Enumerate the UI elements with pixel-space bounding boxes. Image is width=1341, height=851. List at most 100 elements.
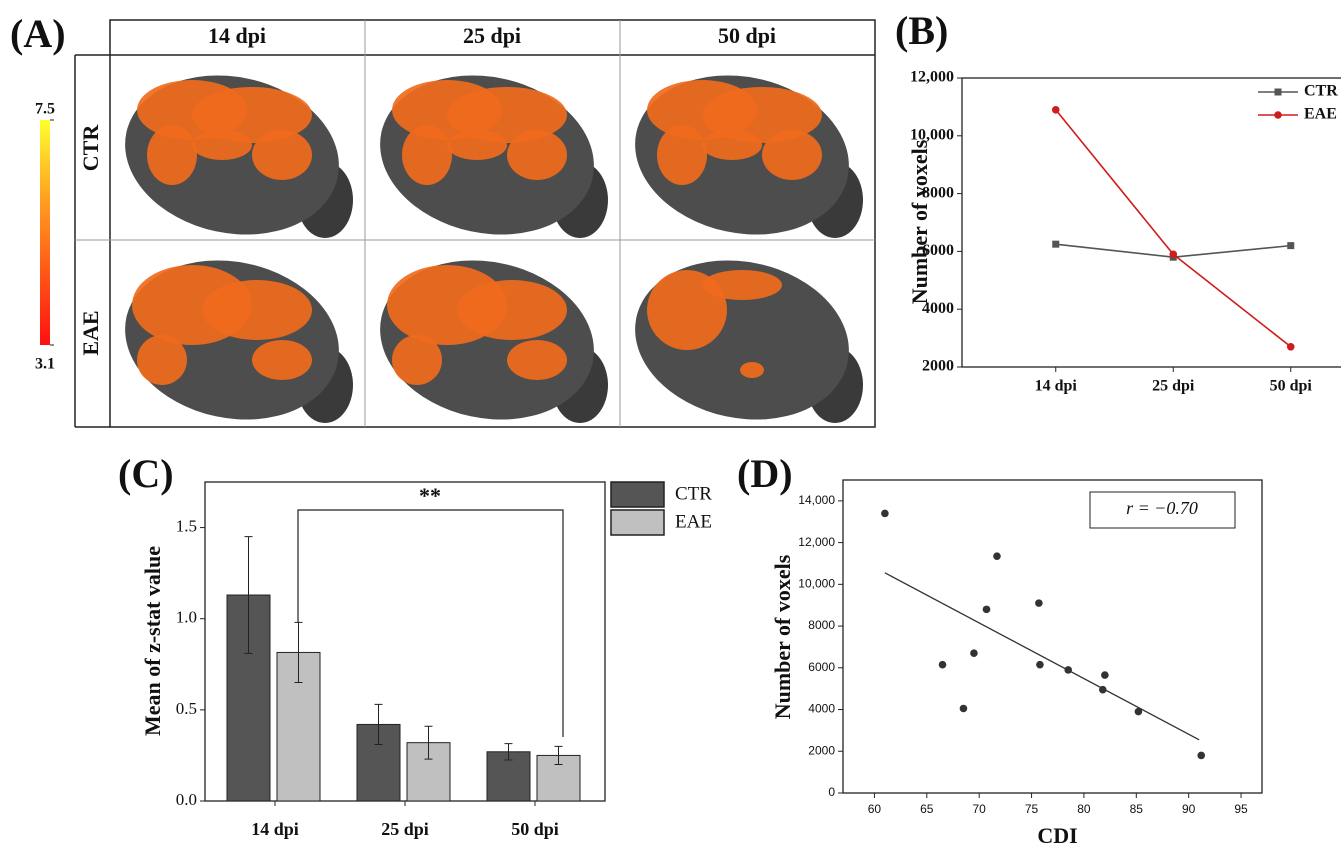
x-tick-label: 14 dpi bbox=[1035, 378, 1078, 395]
x-tick-label: 14 dpi bbox=[251, 819, 299, 839]
figure: (A) 14 dpi 25 dpi 50 dpi CTR EAE 7.53.1 … bbox=[0, 0, 1341, 851]
activation-blob bbox=[252, 340, 312, 380]
y-tick-label: 1.5 bbox=[176, 516, 197, 535]
brain-image bbox=[110, 241, 354, 438]
row-header: EAE bbox=[78, 310, 103, 355]
activation-blob bbox=[137, 335, 187, 385]
scatter-point bbox=[960, 705, 968, 713]
plot-frame bbox=[962, 78, 1341, 367]
marker bbox=[1052, 106, 1060, 114]
legend-marker bbox=[1275, 89, 1282, 96]
scatter-point bbox=[1101, 671, 1109, 679]
activation-blob bbox=[402, 125, 452, 185]
activation-blob bbox=[457, 280, 567, 340]
scatter-point bbox=[1036, 661, 1044, 669]
y-tick-label: 0.5 bbox=[176, 699, 197, 718]
y-tick-label: 8000 bbox=[808, 618, 835, 632]
significance-bracket bbox=[298, 510, 563, 737]
brain-image bbox=[620, 241, 864, 438]
legend-label: EAE bbox=[675, 511, 712, 532]
column-header: 14 dpi bbox=[208, 23, 266, 48]
scatter-point bbox=[1197, 752, 1205, 760]
legend-marker bbox=[1274, 111, 1282, 119]
activation-blob bbox=[447, 130, 507, 160]
colorbar-label: 7.5 bbox=[35, 101, 55, 118]
x-tick-label: 90 bbox=[1182, 802, 1196, 816]
x-tick-label: 60 bbox=[868, 802, 882, 816]
y-tick-label: 4000 bbox=[922, 300, 954, 317]
scatter-point bbox=[970, 649, 978, 657]
scatter-point bbox=[881, 510, 889, 518]
row-header: CTR bbox=[78, 124, 103, 172]
panel-label: (C) bbox=[118, 451, 174, 496]
scatter-point bbox=[1064, 666, 1072, 674]
series-line bbox=[1056, 110, 1291, 347]
y-tick-label: 8000 bbox=[922, 184, 954, 201]
y-tick-label: 12,000 bbox=[798, 535, 835, 549]
y-axis-label: Mean of z-stat value bbox=[140, 546, 165, 736]
activation-blob bbox=[507, 340, 567, 380]
colorbar bbox=[40, 120, 50, 345]
y-tick-label: 6000 bbox=[922, 242, 954, 259]
y-tick-label: 6000 bbox=[808, 660, 835, 674]
annotation: r = −0.70 bbox=[1126, 498, 1198, 518]
activation-blob bbox=[202, 280, 312, 340]
y-tick-label: 0 bbox=[828, 785, 835, 799]
marker bbox=[1052, 241, 1059, 248]
x-tick-label: 25 dpi bbox=[381, 819, 429, 839]
activation-blob bbox=[252, 130, 312, 180]
legend-swatch bbox=[611, 510, 664, 535]
x-axis-label: CDI bbox=[1037, 823, 1077, 848]
x-tick-label: 50 dpi bbox=[511, 819, 559, 839]
legend-swatch bbox=[611, 482, 664, 507]
y-tick-label: 14,000 bbox=[798, 493, 835, 507]
x-tick-label: 25 dpi bbox=[1152, 378, 1195, 395]
activation-blob bbox=[657, 125, 707, 185]
scatter-point bbox=[1035, 599, 1043, 607]
legend-label: CTR bbox=[675, 483, 712, 504]
y-tick-label: 1.0 bbox=[176, 608, 197, 627]
y-tick-label: 10,000 bbox=[798, 577, 835, 591]
x-tick-label: 75 bbox=[1025, 802, 1039, 816]
panel-label: (A) bbox=[10, 11, 66, 56]
x-tick-label: 50 dpi bbox=[1270, 378, 1313, 395]
y-tick-label: 2000 bbox=[808, 743, 835, 757]
panel-label: (D) bbox=[737, 451, 793, 496]
panel-a: (A) 14 dpi 25 dpi 50 dpi CTR EAE 7.53.1 bbox=[10, 11, 875, 439]
legend-label: EAE bbox=[1304, 106, 1337, 123]
column-header: 25 dpi bbox=[463, 23, 521, 48]
marker bbox=[1287, 343, 1295, 351]
y-tick-label: 2000 bbox=[922, 358, 954, 375]
y-tick-label: 10,000 bbox=[910, 126, 954, 143]
y-tick-label: 0.0 bbox=[176, 790, 197, 809]
activation-blob bbox=[507, 130, 567, 180]
x-tick-label: 80 bbox=[1077, 802, 1091, 816]
y-tick-label: 4000 bbox=[808, 702, 835, 716]
scatter-point bbox=[983, 606, 991, 614]
marker bbox=[1287, 242, 1294, 249]
trend-line bbox=[885, 573, 1199, 740]
x-tick-label: 85 bbox=[1130, 802, 1144, 816]
brain-image bbox=[365, 241, 609, 438]
scatter-point bbox=[939, 661, 947, 669]
x-tick-label: 95 bbox=[1234, 802, 1248, 816]
scatter-point bbox=[1135, 708, 1143, 716]
brain-image bbox=[620, 56, 864, 253]
legend-label: CTR bbox=[1304, 83, 1338, 100]
activation-blob bbox=[740, 362, 764, 378]
activation-blob bbox=[702, 130, 762, 160]
activation-blob bbox=[762, 130, 822, 180]
brain-image bbox=[110, 56, 354, 253]
y-tick-label: 12,000 bbox=[910, 69, 954, 86]
brain-image bbox=[365, 56, 609, 253]
y-axis-label: Number of voxels bbox=[907, 139, 932, 304]
y-axis-label: Number of voxels bbox=[770, 554, 795, 719]
x-tick-label: 65 bbox=[920, 802, 934, 816]
scatter-point bbox=[1099, 686, 1107, 694]
column-header: 50 dpi bbox=[718, 23, 776, 48]
activation-blob bbox=[192, 130, 252, 160]
x-tick-label: 70 bbox=[972, 802, 986, 816]
activation-blob bbox=[392, 335, 442, 385]
activation-blob bbox=[702, 270, 782, 300]
marker bbox=[1169, 250, 1177, 258]
